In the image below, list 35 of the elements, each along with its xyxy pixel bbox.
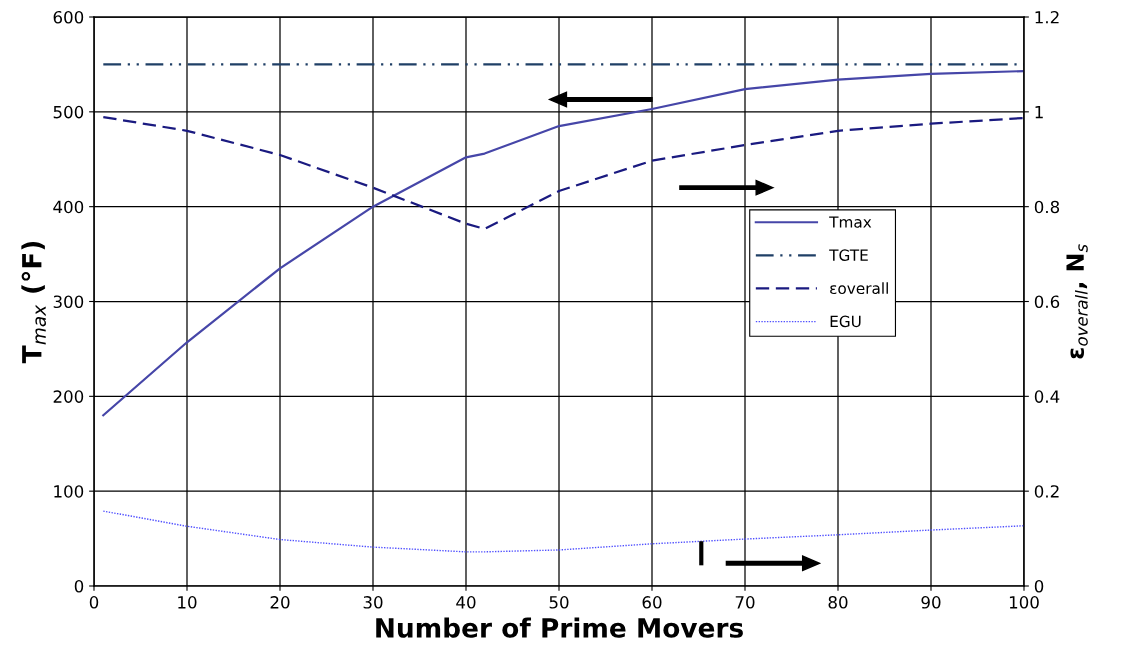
y2-tick-label: 0.6 [1034, 295, 1060, 309]
y2-tick-label: 0.8 [1034, 200, 1060, 214]
x-tick-label: 90 [921, 596, 941, 609]
line-series [102, 69, 1024, 417]
y2-tick-label: 1 [1035, 106, 1043, 119]
x-tick-label: 80 [828, 596, 848, 609]
x-tick-label: 60 [642, 596, 662, 609]
y2-tick-label: 1.2 [1035, 10, 1059, 24]
x-tick-label: 70 [735, 596, 755, 609]
y-tick-label: 500 [53, 105, 84, 119]
x-tick-label: 40 [456, 596, 476, 609]
legend-label: εoverall [830, 282, 888, 295]
line-series [102, 510, 1024, 553]
legend-label: EGU [830, 315, 861, 328]
x-tick-label: 0 [89, 596, 99, 609]
y2-tick-label: 0 [1034, 579, 1044, 593]
x-tick-label: 100 [1009, 596, 1039, 609]
y-tick-label: 100 [54, 485, 84, 498]
legend-label: TGTE [829, 249, 868, 261]
y2-tick-label: 0.4 [1034, 390, 1060, 403]
x-tick-label: 50 [549, 596, 569, 609]
y2-tick-label: 0.2 [1034, 485, 1059, 498]
y-tick-label: 300 [53, 295, 84, 309]
line-series [102, 115, 1024, 231]
x-tick-label: 10 [178, 596, 197, 609]
y2-axis-title: ε$_{overall}$, N$_{s}$ [1066, 244, 1088, 359]
y-tick-label: 400 [53, 200, 84, 214]
y-axis-title: T$_{max}$ (°F) [21, 241, 46, 364]
x-tick-label: 30 [363, 596, 383, 609]
x-axis-title: Number of Prime Movers [376, 617, 743, 638]
y-tick-label: 0 [74, 579, 84, 593]
x-tick-label: 20 [270, 596, 290, 609]
y-tick-label: 200 [53, 390, 84, 403]
legend-label: Tmax [829, 216, 872, 228]
y-tick-label: 600 [53, 10, 84, 24]
